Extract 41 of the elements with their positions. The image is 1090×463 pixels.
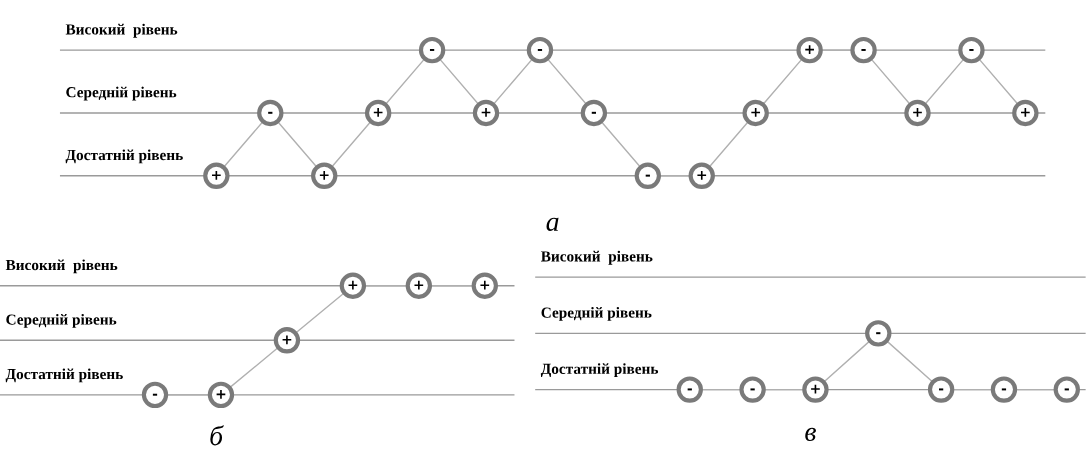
annotation: - xyxy=(429,48,435,51)
annotation: + xyxy=(913,108,922,117)
annotation: + xyxy=(373,108,383,117)
annotation: + xyxy=(216,390,226,399)
ref-line-label: Середній рівень xyxy=(6,313,117,328)
annotation: + xyxy=(348,280,358,290)
ref-line-label: Достатній рівень xyxy=(5,368,123,383)
annotation: - xyxy=(645,174,650,177)
annotation: - xyxy=(591,111,597,114)
annotation: - xyxy=(537,48,543,51)
annotation: + xyxy=(481,108,491,117)
ref-line-label: Достатній рівень xyxy=(540,363,659,378)
annotation: + xyxy=(282,335,292,345)
ref-line-label: Середній рівень xyxy=(541,307,652,321)
annotation: - xyxy=(861,48,866,51)
annotation: - xyxy=(687,388,692,391)
annotation: - xyxy=(750,388,755,391)
ref-line-label: Високий рівень xyxy=(541,250,653,265)
annotation: - xyxy=(152,393,158,396)
text: б xyxy=(210,425,224,446)
annotation: + xyxy=(751,108,761,117)
ref-line-label: Високий рівень xyxy=(5,259,118,274)
annotation: + xyxy=(811,384,820,394)
ref-line-label: Достатній рівень xyxy=(65,149,183,164)
text: в xyxy=(805,427,816,442)
annotation: - xyxy=(268,111,273,114)
annotation: - xyxy=(1001,388,1007,391)
annotation: + xyxy=(1021,108,1030,117)
annotation: + xyxy=(319,170,329,180)
annotation: + xyxy=(212,170,221,180)
text: а xyxy=(546,217,559,232)
ref-line-label: Середній рівень xyxy=(66,86,177,101)
annotation: + xyxy=(805,45,814,54)
annotation: + xyxy=(480,280,490,290)
annotation: - xyxy=(876,332,881,335)
annotation: + xyxy=(697,170,707,180)
annotation: - xyxy=(969,48,974,51)
ref-line-label: Високий рівень xyxy=(65,23,178,38)
annotation: - xyxy=(938,388,944,391)
annotation: + xyxy=(414,280,424,290)
annotation: - xyxy=(1064,388,1069,391)
